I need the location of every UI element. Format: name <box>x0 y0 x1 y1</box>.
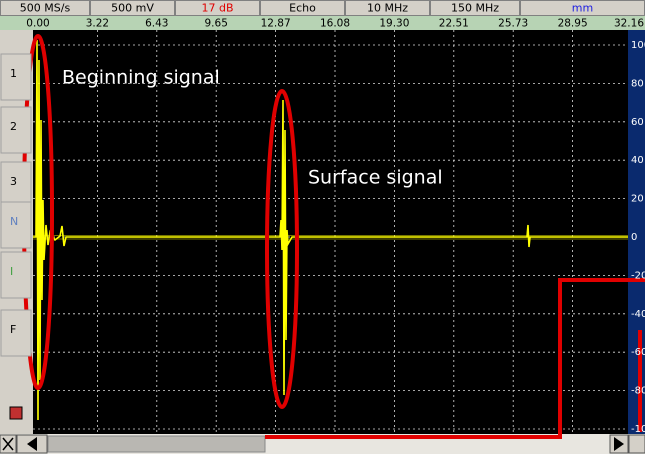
side-button-label: 2 <box>10 120 17 133</box>
x-axis-label: 0.00 <box>26 18 49 30</box>
side-button[interactable] <box>0 251 32 299</box>
y-axis-label: -80 <box>631 386 645 397</box>
x-axis-label: 19.30 <box>379 18 409 30</box>
left-arrow <box>27 437 37 451</box>
y-axis-label: -100 <box>631 424 645 435</box>
x-axis-label: 6.43 <box>145 18 168 30</box>
x-axis-label: 16.08 <box>320 18 350 30</box>
toolbar-label: 500 mV <box>111 2 154 15</box>
annotation-line <box>265 278 645 439</box>
toolbar-cell[interactable] <box>0 0 90 16</box>
y-axis-label: 80 <box>631 78 644 89</box>
x-axis-label: 28.95 <box>558 18 588 30</box>
x-axis-label: 25.73 <box>498 18 528 30</box>
right-arrow <box>614 437 624 451</box>
toolbar-label: mm <box>572 2 593 15</box>
toolbar-cell[interactable] <box>90 0 175 16</box>
annotation-text: Beginning signal <box>62 67 220 89</box>
y-axis-label: -60 <box>631 347 645 358</box>
annotation-ellipse <box>265 89 299 409</box>
save-icon[interactable] <box>9 406 23 420</box>
side-button[interactable] <box>0 53 32 101</box>
y-axis-label: -20 <box>631 270 645 281</box>
toolbar-cell[interactable] <box>260 0 345 16</box>
side-button-label: 1 <box>10 67 17 80</box>
x-axis-label: 9.65 <box>205 18 228 30</box>
trace-noise <box>33 235 628 240</box>
toolbar-cell[interactable] <box>345 0 430 16</box>
side-button-label: I <box>10 265 13 278</box>
x-axis-label: 22.51 <box>439 18 469 30</box>
toolbar-label: 150 MHz <box>451 2 499 15</box>
y-axis-label: 60 <box>631 117 644 128</box>
scroll-thumb[interactable] <box>47 435 266 453</box>
side-button-label: N <box>10 215 18 228</box>
side-button[interactable] <box>0 309 32 357</box>
side-button[interactable] <box>0 161 32 209</box>
x-axis-label: 32.16 <box>614 18 644 30</box>
toolbar-cell[interactable] <box>430 0 520 16</box>
fit-button[interactable] <box>628 434 645 454</box>
annotation-text: Surface signal <box>308 167 443 189</box>
side-button[interactable] <box>0 106 32 154</box>
grid <box>33 30 628 434</box>
toolbar-label: 500 MS/s <box>20 2 71 15</box>
toolbar-label: 10 MHz <box>367 2 408 15</box>
y-axis-label: 20 <box>631 194 644 205</box>
y-axis-labels: 100 80 60 40 20 0 -20 -40 -60 -80 -100 <box>631 40 645 435</box>
x-axis-label: 12.87 <box>261 18 291 30</box>
x-axis-strip <box>0 16 645 30</box>
y-axis-label: -40 <box>631 309 645 320</box>
y-axis-label: 100 <box>631 40 645 51</box>
side-button[interactable] <box>0 201 32 249</box>
plot-area <box>33 30 630 434</box>
x-axis-label: 3.22 <box>86 18 109 30</box>
side-button-label: 3 <box>10 175 17 188</box>
toolbar-label: 17 dB <box>201 2 233 15</box>
toolbar-cell[interactable] <box>175 0 260 16</box>
side-button-label: F <box>10 323 16 336</box>
toolbar-label: Echo <box>289 2 316 15</box>
y-axis-label: 0 <box>631 232 637 243</box>
y-axis-label: 40 <box>631 155 644 166</box>
zoom-icon <box>2 437 14 451</box>
